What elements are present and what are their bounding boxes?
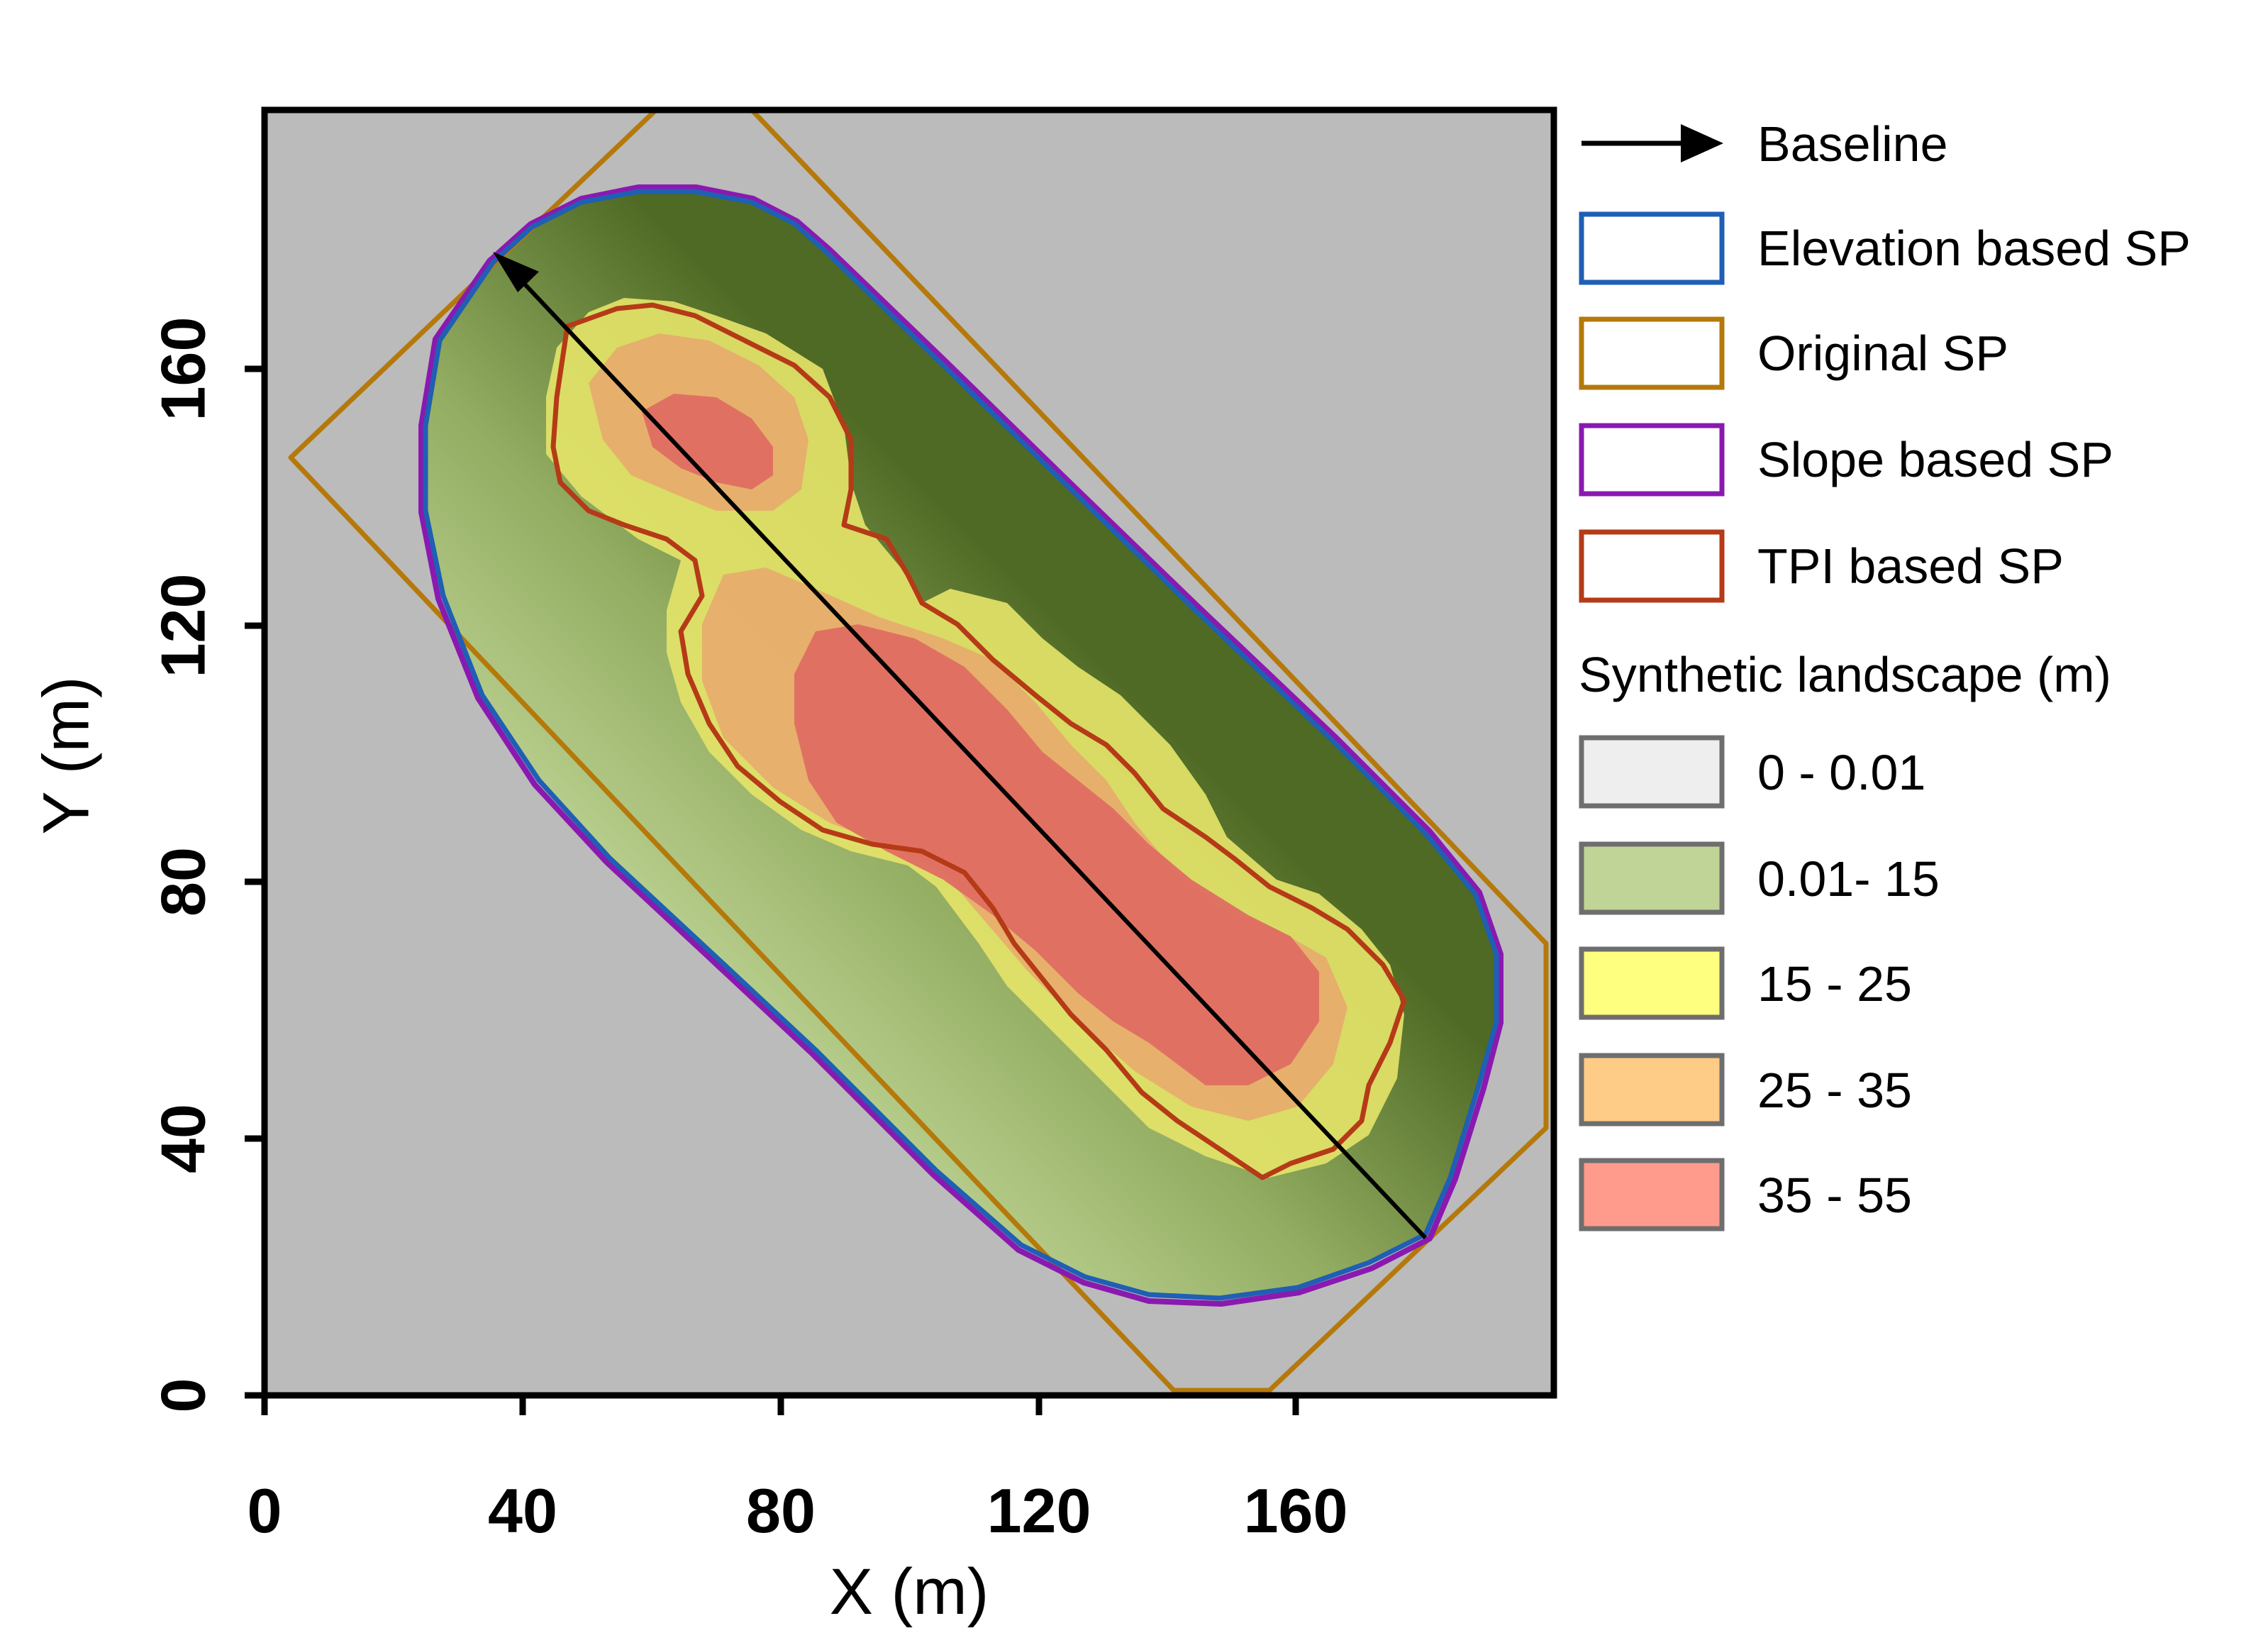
x-axis-title: X (m) — [830, 1556, 989, 1628]
map-frame — [261, 106, 1557, 1399]
legend-label-class-2: 15 - 25 — [1757, 956, 1912, 1012]
legend-label-tpi: TPI based SP — [1757, 538, 2064, 594]
tpi-sp-boundary — [550, 302, 1407, 1180]
elevation-sp-boundary — [423, 189, 1499, 1301]
legend-swatch-slope — [1579, 423, 1725, 497]
y-axis-title: Y (m) — [30, 676, 102, 834]
baseline-line — [514, 273, 1428, 1240]
legend-swatch-elevation — [1579, 211, 1725, 285]
legend-swatch-class-3 — [1579, 1053, 1725, 1127]
legend-label-class-4: 35 - 55 — [1757, 1168, 1912, 1223]
legend-label-original: Original SP — [1757, 326, 2008, 381]
legend-label-slope: Slope based SP — [1757, 432, 2113, 487]
legend-swatch-class-1 — [1579, 841, 1725, 915]
landscape-layer — [288, 110, 1549, 1393]
legend-label-elevation: Elevation based SP — [1757, 221, 2191, 276]
legend-label-class-1: 0.01- 15 — [1757, 851, 1940, 907]
y-tick-label: 40 — [148, 1104, 218, 1173]
y-tick-label: 0 — [148, 1378, 218, 1413]
legend-label-class-3: 25 - 35 — [1757, 1063, 1912, 1118]
y-tick-label: 160 — [148, 317, 218, 421]
legend-landscape-title: Synthetic landscape (m) — [1579, 647, 2111, 702]
legend-swatch-class-0 — [1579, 735, 1725, 809]
x-tick-label: 40 — [488, 1476, 557, 1546]
legend-swatch-class-4 — [1579, 1158, 1725, 1231]
legend-label-class-0: 0 - 0.01 — [1757, 745, 1925, 800]
x-tick-label: 80 — [746, 1476, 816, 1546]
original-sp-boundary — [288, 110, 1549, 1393]
legend-swatch-tpi — [1579, 529, 1725, 603]
x-tick-label: 0 — [248, 1476, 282, 1546]
legend-baseline-arrowhead — [1681, 124, 1723, 162]
landscape-zone-35-55 — [642, 394, 1319, 1085]
x-axis: 0 40 80 120 160 X (m) — [248, 1395, 1348, 1628]
slope-sp-boundary — [418, 184, 1503, 1307]
x-tick-label: 160 — [1244, 1476, 1348, 1546]
legend-swatch-class-2 — [1579, 946, 1725, 1020]
y-axis: 0 40 80 120 160 Y (m) — [30, 317, 265, 1413]
legend-label-baseline: Baseline — [1757, 116, 1948, 172]
x-tick-label: 120 — [987, 1476, 1091, 1546]
baseline-arrowhead — [493, 252, 539, 292]
legend: Baseline Elevation based SP Original SP … — [1579, 116, 2191, 1231]
legend-swatch-original — [1579, 316, 1725, 390]
y-tick-label: 80 — [148, 847, 218, 917]
y-tick-label: 120 — [148, 574, 218, 678]
